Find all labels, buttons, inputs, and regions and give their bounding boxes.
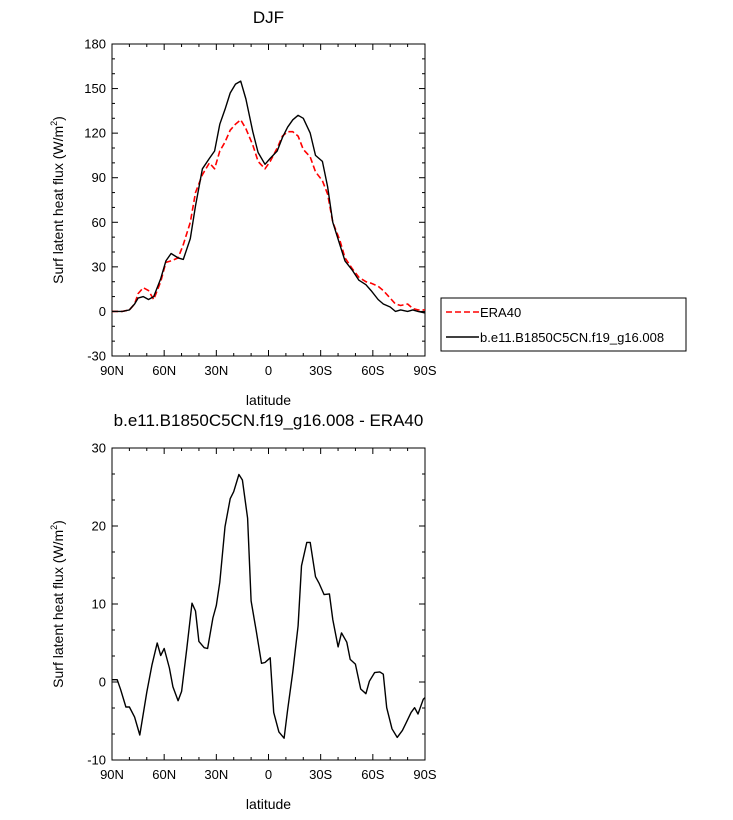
- bottom-y-tick-label: 10: [92, 597, 106, 612]
- bottom-x-tick-label: 90S: [413, 767, 436, 782]
- bottom-y-axis-label-tail: ): [50, 520, 66, 525]
- top-y-axis-label: Surf latent heat flux (W/m2): [49, 116, 66, 284]
- top-x-tick-label: 90N: [100, 363, 124, 378]
- top-x-tick-label: 0: [265, 363, 272, 378]
- bottom-axis-ticks: 90N 60N 30N 0 30S 60S 90S -10 0 10 20 30: [87, 441, 437, 783]
- bottom-plot-frame: [111, 447, 426, 761]
- bottom-x-tick-label: 30N: [204, 767, 228, 782]
- top-series-lines: [112, 80, 426, 314]
- top-y-tick-label: 30: [92, 259, 106, 274]
- top-axis-ticks: 90N 60N 30N 0 30S 60S 90S -30 0 30 60 90 120 150 180: [84, 37, 437, 379]
- top-chart-panel: DJF 90N 60N 30N 0 30S 60S 90S -30 0 30 60 90 120 150 1…: [49, 8, 437, 408]
- top-y-tick-label: -30: [87, 349, 106, 364]
- top-series-line-era40: [112, 119, 425, 313]
- bottom-y-tick-label: 0: [99, 675, 106, 690]
- top-plot-frame: [111, 43, 426, 357]
- bottom-x-tick-label: 60S: [361, 767, 384, 782]
- top-y-tick-label: 0: [99, 304, 106, 319]
- chart-legend: ERA40 b.e11.B1850C5CN.f19_g16.008: [440, 297, 687, 352]
- top-y-tick-label: 60: [92, 215, 106, 230]
- bottom-y-axis-label-sup: 2: [49, 525, 59, 530]
- top-x-tick-label: 30S: [309, 363, 332, 378]
- bottom-chart-panel: b.e11.B1850C5CN.f19_g16.008 - ERA40 90N 6…: [49, 411, 437, 812]
- top-y-tick-label: 90: [92, 170, 106, 185]
- top-y-tick-label: 150: [84, 81, 106, 96]
- top-series-line-b-e11-b1850c5cn-f19-g16-008: [112, 80, 426, 314]
- top-x-tick-label: 60N: [152, 363, 176, 378]
- legend-era40-label: ERA40: [480, 305, 521, 320]
- bottom-y-tick-label: 30: [92, 441, 106, 456]
- legend-box: [440, 297, 687, 352]
- top-x-tick-label: 30N: [204, 363, 228, 378]
- bottom-y-tick-label: -10: [87, 753, 106, 768]
- bottom-x-tick-label: 30S: [309, 767, 332, 782]
- top-x-tick-label: 60S: [361, 363, 384, 378]
- bottom-series-line-difference: [112, 473, 426, 739]
- top-y-tick-label: 120: [84, 126, 106, 141]
- top-y-axis-label-sup: 2: [49, 121, 59, 126]
- bottom-series-lines: [112, 473, 426, 739]
- top-y-axis-label-main: Surf latent heat flux (W/m: [50, 126, 66, 284]
- legend-model-label: b.e11.B1850C5CN.f19_g16.008: [480, 330, 664, 345]
- bottom-x-axis-label: latitude: [246, 796, 291, 812]
- top-y-tick-label: 180: [84, 37, 106, 52]
- bottom-x-tick-label: 90N: [100, 767, 124, 782]
- top-x-axis-label: latitude: [246, 392, 291, 408]
- bottom-chart-title: b.e11.B1850C5CN.f19_g16.008 - ERA40: [114, 411, 424, 430]
- top-y-axis-label-tail: ): [50, 116, 66, 121]
- bottom-x-tick-label: 0: [265, 767, 272, 782]
- top-x-tick-label: 90S: [413, 363, 436, 378]
- bottom-y-axis-label-main: Surf latent heat flux (W/m: [50, 530, 66, 688]
- bottom-y-axis-label: Surf latent heat flux (W/m2): [49, 520, 66, 688]
- top-chart-title: DJF: [253, 8, 284, 27]
- bottom-y-tick-label: 20: [92, 519, 106, 534]
- bottom-x-tick-label: 60N: [152, 767, 176, 782]
